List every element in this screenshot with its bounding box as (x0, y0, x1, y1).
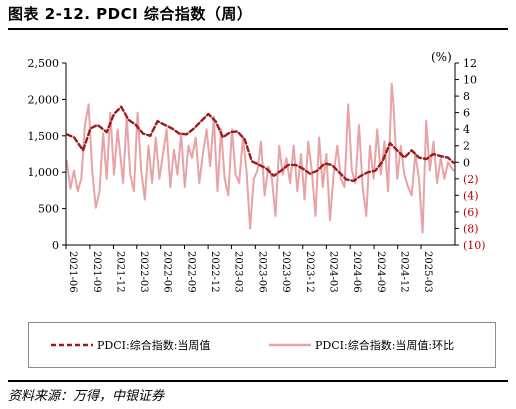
legend-item-series2: PDCI:综合指数:当周值:环比 (269, 337, 454, 353)
legend-item-series1: PDCI:综合指数:当周值 (51, 337, 210, 353)
x-tick-label: 2022-09 (186, 251, 197, 293)
x-tick-label: 2021-06 (67, 251, 78, 293)
series-line-wow-change (65, 82, 455, 234)
top-rule (8, 28, 508, 30)
legend-label-series2: PDCI:综合指数:当周值:环比 (315, 339, 455, 352)
source-note: 资料来源：万得，中银证券 (8, 389, 165, 404)
legend-swatch-solid (269, 343, 311, 347)
bottom-rule (8, 380, 508, 382)
x-tick-label: 2023-03 (232, 251, 243, 293)
chart: 0 500 1,000 1,500 2,000 2,500 (10) (8) (6) (4) (2)… (28, 50, 486, 293)
legend: PDCI:综合指数:当周值 PDCI:综合指数:当周值:环比 (28, 322, 496, 368)
right-tick-label: 6 (463, 107, 470, 120)
x-tick-label: 2024-12 (399, 251, 410, 293)
legend-label-series1: PDCI:综合指数:当周值 (97, 339, 211, 352)
series-line-weekly-value (65, 105, 455, 183)
left-tick-label: 0 (52, 239, 59, 252)
x-tick-label: 2023-09 (280, 251, 291, 293)
left-tick-label: 500 (38, 203, 59, 216)
left-tick-label: 1,000 (28, 166, 60, 179)
x-tick-label: 2024-03 (327, 251, 338, 293)
right-tick-label: 0 (463, 156, 470, 169)
x-tick-label: 2024-09 (375, 251, 386, 293)
right-tick-label: (8) (463, 222, 479, 235)
left-tick-label: 2,500 (28, 57, 60, 70)
right-tick-label: 10 (463, 74, 477, 87)
right-tick-label: 12 (463, 57, 477, 70)
right-tick-label: 4 (463, 123, 470, 136)
x-tick-label: 2025-03 (422, 251, 433, 293)
right-tick-label: (10) (463, 239, 486, 252)
x-tick-label: 2023-12 (304, 251, 315, 293)
x-tick-label: 2021-09 (91, 251, 102, 293)
right-tick-label: (4) (463, 189, 479, 202)
x-tick-label: 2024-06 (351, 251, 362, 293)
right-tick-label: 8 (463, 90, 470, 103)
x-tick-label: 2023-06 (256, 251, 267, 293)
right-tick-label: (2) (463, 173, 479, 186)
x-tick-label: 2021-12 (114, 251, 125, 293)
x-tick-label: 2022-12 (209, 251, 220, 293)
x-tick-label: 2022-03 (138, 251, 149, 293)
left-tick-label: 1,500 (28, 130, 60, 143)
right-axis-unit: (%) (431, 50, 452, 64)
right-tick-label: 2 (463, 140, 470, 153)
left-tick-label: 2,000 (28, 93, 60, 106)
legend-swatch-dashed (51, 343, 93, 347)
page-title: 图表 2-12. PDCI 综合指数（周） (8, 5, 253, 23)
x-tick-label: 2022-06 (162, 251, 173, 293)
right-tick-label: (6) (463, 206, 479, 219)
